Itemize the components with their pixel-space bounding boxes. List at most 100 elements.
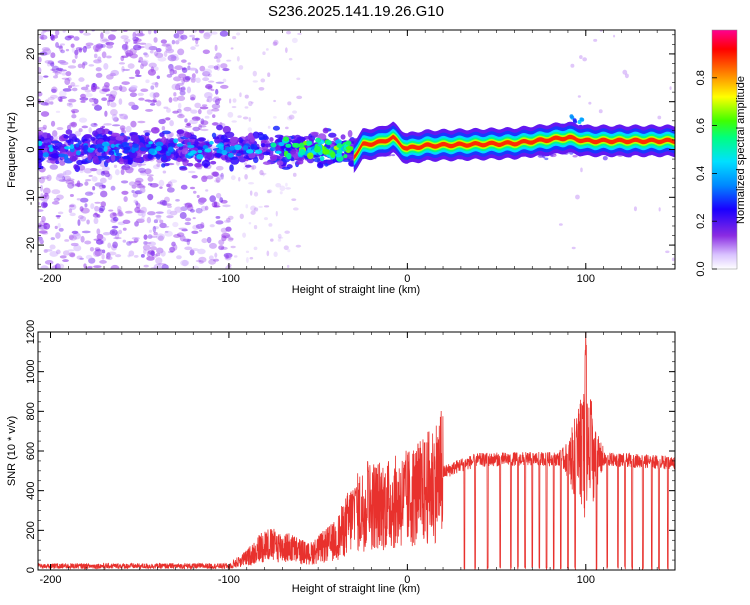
spectrogram-blob — [88, 192, 96, 195]
spectrogram-blob — [50, 68, 56, 71]
spectrogram-blob — [258, 87, 265, 91]
snr-y-tick-label: 600 — [25, 442, 37, 460]
spectrogram-blob — [94, 182, 104, 187]
spectrogram-blob — [160, 225, 170, 228]
spectrogram-blob — [92, 185, 96, 191]
spectrogram-blob — [179, 235, 186, 242]
spectrogram-blob — [76, 180, 81, 188]
spectrogram-blob — [148, 148, 155, 155]
spectrogram-blob — [133, 199, 138, 204]
spectrogram-blob — [298, 148, 306, 156]
spectrogram-blob — [68, 235, 77, 241]
spectrogram-blob — [130, 120, 137, 128]
spectrogram-blob — [133, 255, 139, 258]
spectrogram-blob — [169, 179, 178, 183]
spectrogram-blob — [155, 100, 162, 107]
spectrogram-blob — [53, 197, 60, 202]
spectrogram-blob — [558, 223, 563, 226]
spectrogram-blob — [40, 193, 44, 198]
spectrogram-blob — [56, 194, 64, 200]
spectrogram-blob — [73, 164, 79, 170]
spectrogram-blob — [96, 228, 101, 235]
spectrogram-blob — [216, 58, 221, 63]
spectrogram-blob — [227, 111, 234, 118]
spectrogram-blob — [195, 69, 199, 74]
spectrogram-ridge — [353, 121, 675, 173]
spectrogram-blob — [94, 205, 100, 212]
spectrogram-blob — [77, 63, 83, 69]
spectrogram-blob — [253, 191, 259, 197]
spectrogram-blob — [183, 106, 192, 112]
spectrogram-blob — [269, 146, 276, 152]
spectrogram-blob — [149, 246, 158, 251]
spectrogram-blob — [215, 215, 221, 219]
spectrogram-blob — [64, 175, 72, 182]
spectrogram-blob — [84, 191, 94, 196]
spectrogram-blob — [130, 240, 138, 244]
spectrogram-blob — [44, 248, 53, 252]
spectrogram-blob — [107, 251, 117, 256]
spectrogram-blob — [78, 214, 84, 220]
spectrogram-blob — [125, 52, 131, 57]
spectrogram-blob — [41, 232, 49, 235]
spectrogram-blob — [115, 254, 122, 258]
spectrogram-blob — [109, 72, 117, 77]
spectrogram-blob — [226, 59, 232, 62]
spectrogram-blob — [138, 167, 146, 173]
spectrogram-blob — [281, 166, 291, 170]
spectrogram-blob — [119, 86, 127, 93]
spectrogram-blob — [179, 167, 188, 171]
spectrogram-blob — [181, 85, 186, 92]
spectrogram-blob — [121, 190, 129, 195]
spectrogram-blob — [95, 72, 103, 78]
spectrogram-blob — [95, 44, 102, 52]
spectrogram-blob — [244, 174, 248, 180]
spectrogram-blob — [199, 65, 206, 72]
snr-series-line — [38, 332, 675, 570]
spectrogram-blob — [68, 102, 73, 106]
spectrogram-blob — [55, 160, 60, 165]
spectrogram-blob — [249, 256, 254, 260]
spectrogram-blob — [277, 238, 282, 242]
spectrogram-blob — [181, 155, 187, 161]
spectrogram-blob — [79, 197, 89, 203]
spectrogram-blob — [144, 53, 150, 58]
figure-title: S236.2025.141.19.26.G10 — [268, 3, 444, 20]
spectrogram-blob — [272, 115, 277, 119]
spectrogram-blob — [155, 211, 164, 214]
spectrogram-blob — [242, 232, 247, 238]
spectrogram-blob — [55, 30, 60, 36]
spectrogram-blob — [115, 135, 124, 141]
spectrogram-blob — [126, 241, 132, 246]
spectrogram-blob — [128, 181, 136, 186]
spectrogram-blob — [166, 209, 172, 215]
spectrogram-blob — [166, 215, 174, 219]
spectrogram-blob — [148, 46, 158, 51]
spectrogram-blob — [248, 100, 253, 107]
spectrogram-blob — [191, 248, 199, 252]
spectrogram-blob — [212, 258, 220, 262]
spectrogram-blob — [173, 33, 180, 39]
spectrogram-blob — [72, 110, 76, 114]
spectrogram-blob — [274, 134, 284, 139]
spectrogram-blob — [143, 52, 148, 56]
spectrogram-blob — [223, 252, 233, 258]
spectrogram-blob — [68, 203, 77, 211]
spectrogram-blob — [105, 41, 115, 46]
spectrogram-blob — [112, 241, 118, 249]
spectrogram-blob — [184, 221, 191, 226]
spectrogram-blob — [330, 151, 336, 158]
spectrogram-blob — [200, 128, 209, 132]
spectrogram-blob — [211, 171, 218, 177]
spectrogram-blob — [249, 190, 253, 196]
spectrogram-blob — [258, 205, 263, 208]
spectrogram-y-ticks: -20 -10 0 10 20 — [25, 34, 675, 265]
spectrogram-blob — [181, 259, 189, 267]
spectrogram-blob — [146, 256, 155, 261]
spectrogram-blob — [284, 230, 290, 234]
spectrogram-blob — [38, 156, 43, 164]
spectrogram-blob — [160, 39, 168, 44]
spectrogram-blob — [117, 205, 122, 213]
spectrogram-blob — [252, 156, 259, 164]
spectrogram-blob — [94, 212, 98, 216]
